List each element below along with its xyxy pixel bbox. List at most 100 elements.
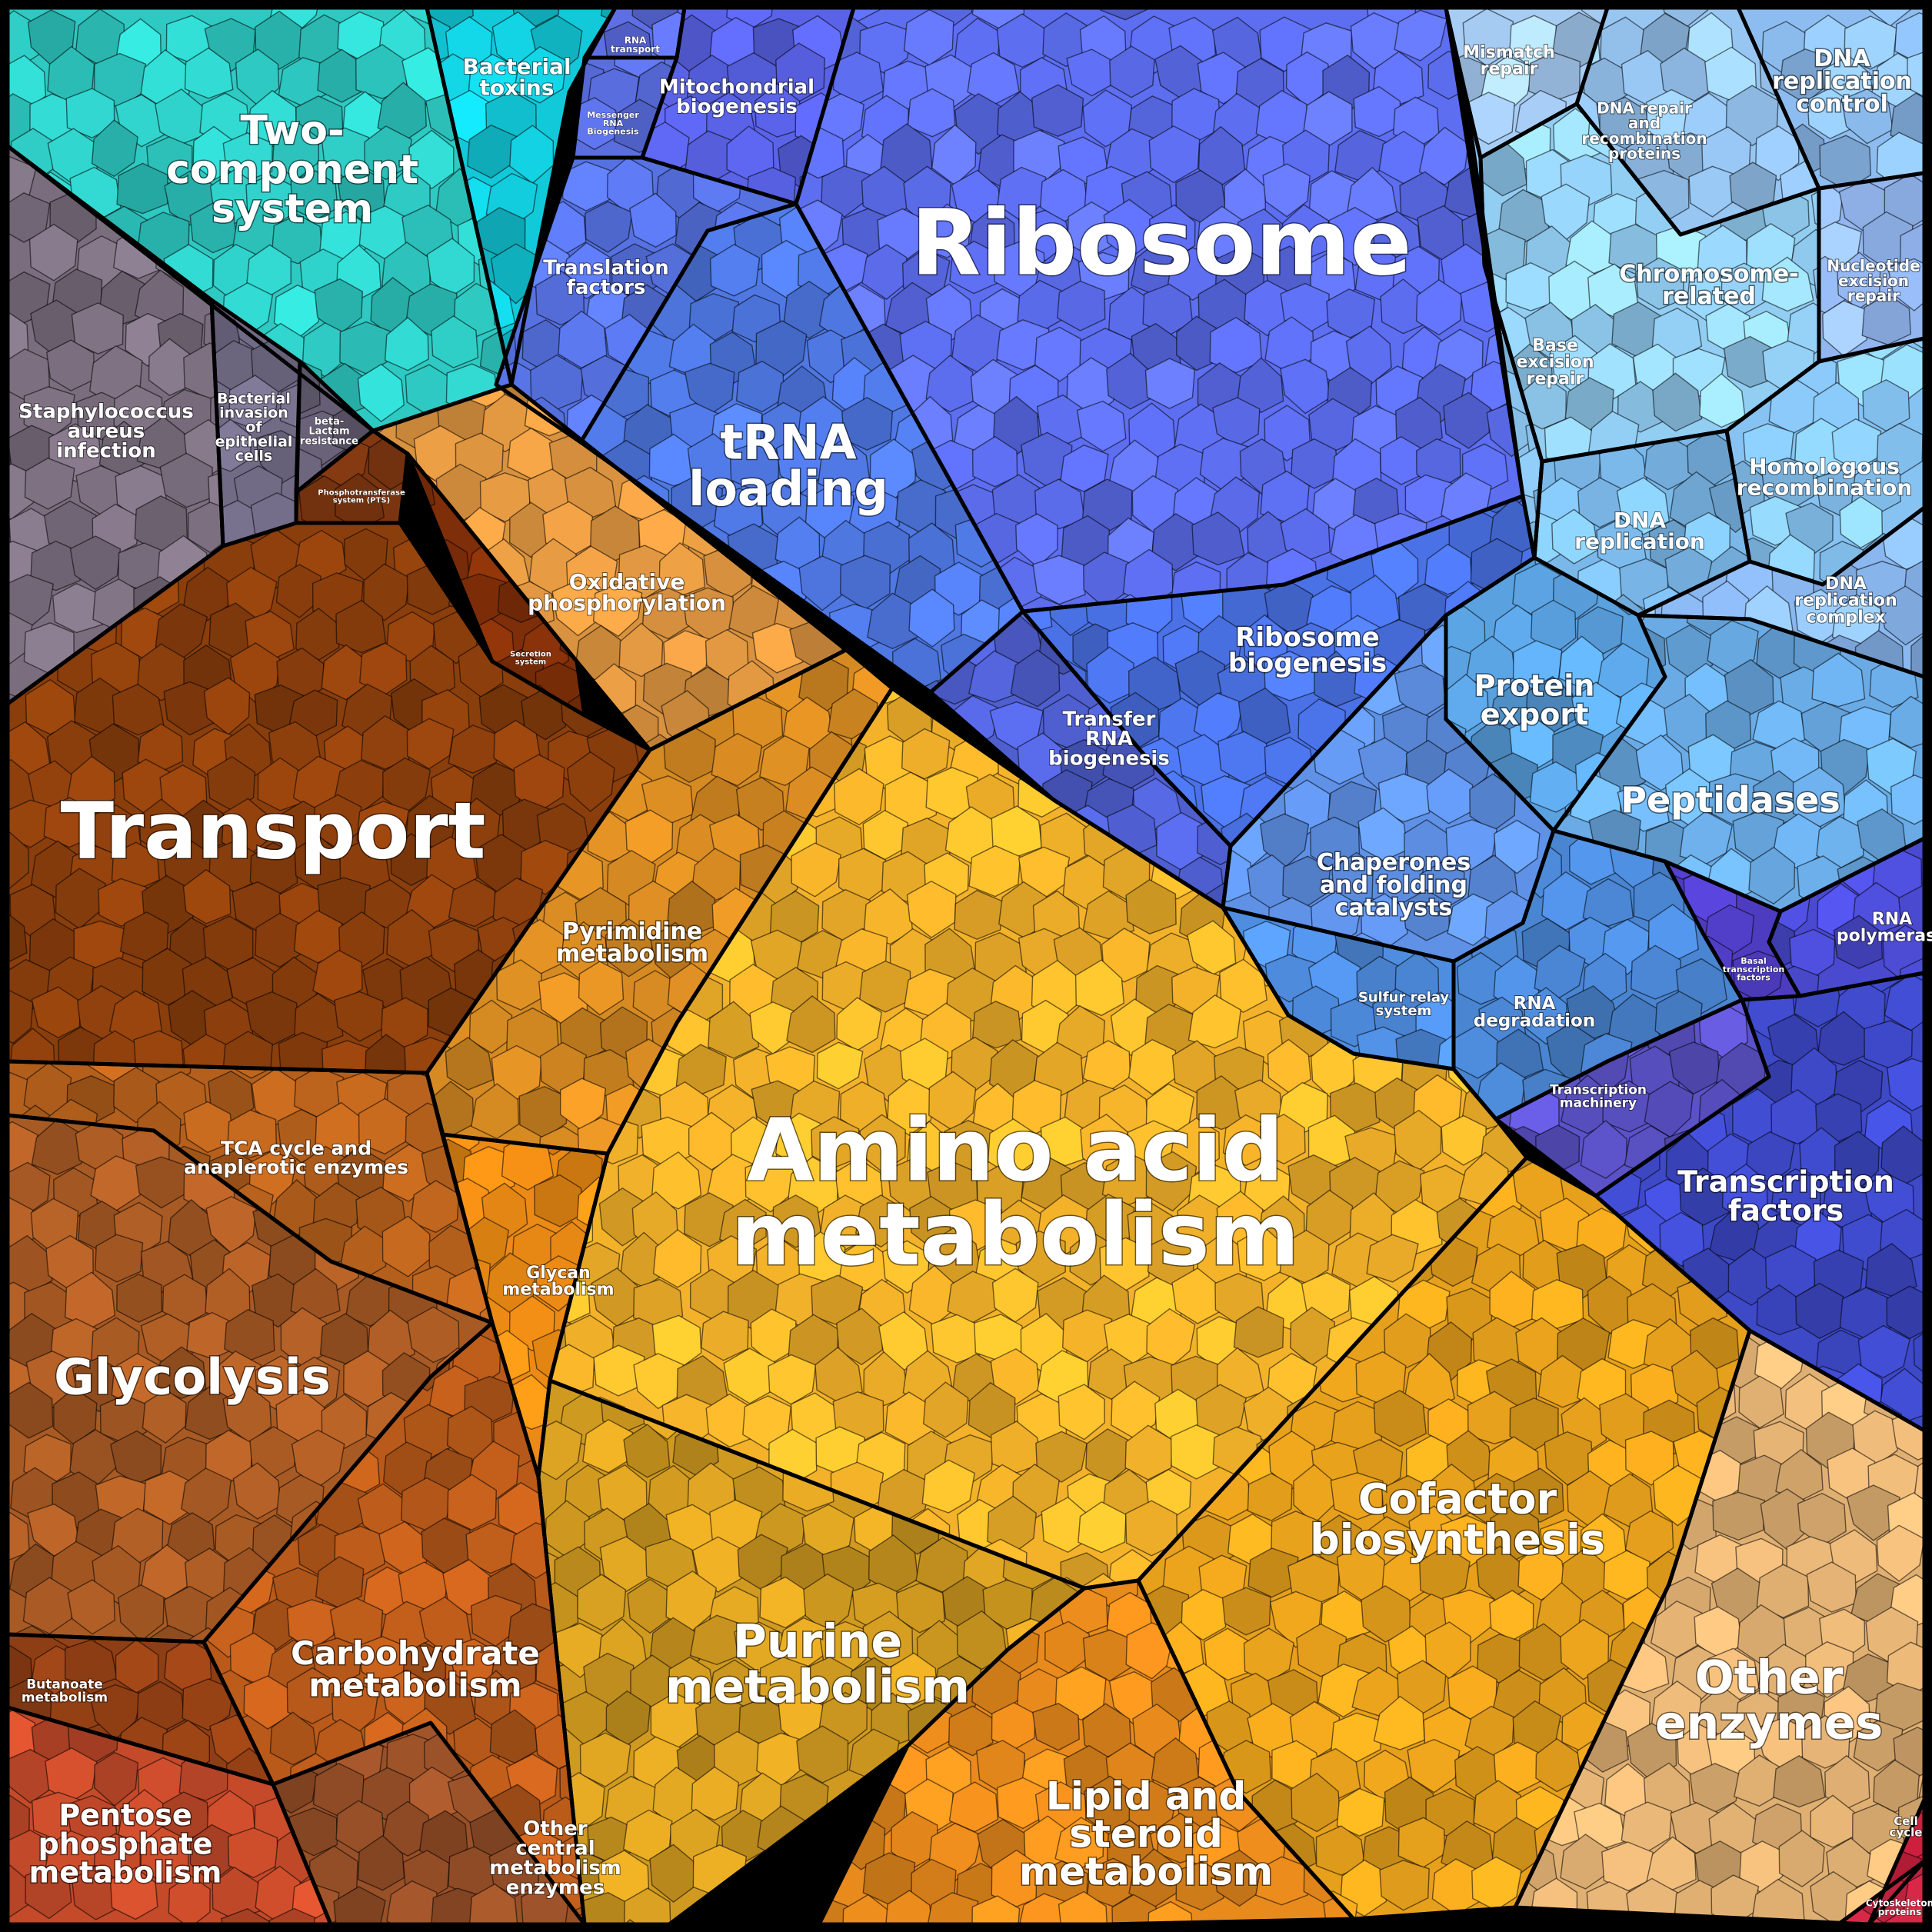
protein-cell [921, 203, 971, 258]
protein-cell [1010, 649, 1061, 708]
label-line: Ribosome [1235, 622, 1380, 653]
protein-cell [1441, 1114, 1487, 1166]
protein-cell [1086, 646, 1135, 704]
protein-cell [1373, 1390, 1427, 1447]
protein-cell [1517, 1543, 1567, 1601]
label-line: Basal [1740, 956, 1767, 966]
label-line: of [245, 419, 262, 436]
protein-cell [582, 1418, 634, 1474]
protein-cell [1513, 1467, 1564, 1523]
protein-cell [1188, 994, 1242, 1049]
region-nucleotide-excision [1819, 173, 1924, 361]
label-line: export [1481, 698, 1589, 731]
label-line: phosphate [38, 1827, 213, 1860]
protein-cell [1813, 257, 1819, 314]
protein-cell [335, 599, 387, 654]
label-line: factors [567, 276, 646, 299]
label-line: DNA [1825, 575, 1867, 594]
protein-cell [906, 881, 957, 938]
label-line: Chaperones [1317, 849, 1471, 876]
label-line: complex [1806, 608, 1885, 627]
label-glycan: Glycan metabolism [502, 1264, 614, 1300]
protein-cell [786, 995, 836, 1054]
protein-cell [1125, 878, 1177, 934]
label-line: factors [1737, 973, 1770, 983]
label-line: and [1628, 114, 1661, 132]
protein-cell [1603, 1550, 1651, 1601]
protein-cell [337, 166, 385, 221]
protein-cell [926, 1892, 979, 1924]
label-line: phosphorylation [528, 591, 726, 616]
label-base-excision: Base excision repair [1516, 336, 1594, 388]
label-line: cycle [1890, 1826, 1923, 1840]
protein-cell [468, 999, 513, 1054]
label-rna-degradation: RNA degradation [1474, 994, 1595, 1031]
protein-cell [109, 1867, 158, 1920]
protein-cell [288, 1807, 338, 1857]
protein-cell [112, 683, 165, 736]
protein-cell [1262, 163, 1311, 218]
label-protein-export: Protein export [1474, 669, 1595, 731]
protein-cell [816, 1041, 864, 1090]
label-line: metabolism [29, 1856, 222, 1890]
label-amino-acid: Amino acid metabolism [731, 1101, 1299, 1285]
protein-cell [1379, 1860, 1430, 1911]
protein-cell [1738, 1375, 1784, 1429]
label-line: Biogenesis [587, 127, 639, 137]
protein-cell [1402, 889, 1451, 941]
protein-cell [1710, 1874, 1760, 1924]
label-line: Nucleotide [1827, 256, 1920, 275]
protein-cell [1426, 768, 1474, 824]
protein-cell [1635, 734, 1684, 791]
protein-cell [290, 170, 338, 221]
protein-cell [445, 1037, 495, 1091]
label-homologous: Homologous recombination [1737, 454, 1912, 500]
protein-cell [1074, 959, 1125, 1017]
label-line: Transcription [1677, 1165, 1894, 1199]
protein-cell [1103, 198, 1154, 260]
label-line: Transport [61, 786, 486, 878]
label-line: enzymes [1655, 1696, 1883, 1750]
protein-cell [1819, 135, 1872, 188]
protein-cell [1560, 1619, 1610, 1681]
protein-cell [156, 1346, 207, 1400]
label-cytoskeleton: Cytoskeleton proteins [1866, 1897, 1932, 1917]
label-line: excision [1516, 353, 1594, 372]
protein-cell [1128, 1039, 1177, 1095]
protein-cell [1616, 477, 1671, 535]
protein-cell [1907, 48, 1924, 103]
protein-cell [407, 1306, 460, 1364]
label-line: infection [56, 440, 156, 463]
protein-cell [1015, 1230, 1066, 1288]
label-transfer-rna: Transfer RNA biogenesis [1048, 708, 1170, 771]
protein-cell [1887, 1058, 1924, 1112]
protein-cell [1034, 478, 1085, 530]
protein-cell [841, 397, 894, 451]
protein-cell [735, 776, 785, 831]
region-translation-factors [496, 158, 796, 442]
protein-cell [579, 1732, 631, 1787]
protein-cell [447, 1474, 498, 1531]
protein-cell [334, 991, 384, 1042]
label-cofactor: Cofactor biosynthesis [1310, 1474, 1605, 1564]
protein-cell [1404, 1353, 1455, 1411]
label-line: central [515, 1837, 595, 1860]
protein-cell [956, 1610, 1008, 1671]
protein-cell [357, 1834, 405, 1891]
protein-cell [1910, 627, 1924, 677]
protein-cell [43, 797, 95, 848]
protein-cell [227, 1827, 278, 1879]
label-line: Oxidative [569, 569, 685, 595]
protein-cell [735, 360, 785, 413]
region-cofactor [1138, 1158, 1750, 1919]
protein-cell [184, 47, 234, 99]
protein-cell [1191, 511, 1245, 566]
protein-cell [1630, 944, 1682, 1000]
protein-cell [652, 1229, 702, 1288]
protein-cell [1773, 1754, 1826, 1808]
protein-cell [1361, 1585, 1413, 1643]
label-line: transcription [1723, 964, 1785, 974]
protein-cell [408, 129, 455, 190]
protein-cell [1810, 180, 1819, 235]
protein-cell [227, 1109, 278, 1158]
